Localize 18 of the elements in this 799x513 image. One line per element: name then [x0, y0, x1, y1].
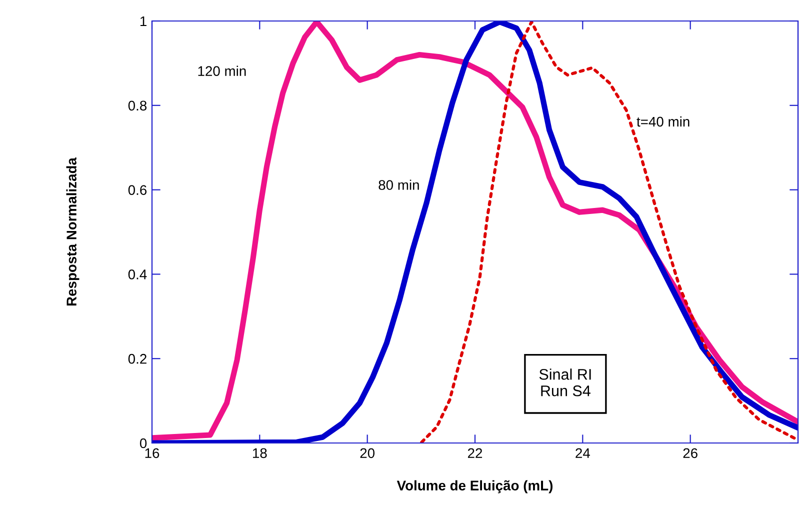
y-tick-label: 1 — [140, 16, 146, 26]
y-tick-label: 0 — [140, 438, 147, 448]
x-tick-label: 18 — [253, 448, 267, 458]
y-tick-label: 0.8 — [128, 100, 147, 111]
x-tick-label: 20 — [360, 448, 375, 458]
series-label: 80 min — [378, 180, 419, 190]
y-tick-label: 0.4 — [128, 270, 147, 280]
y-axis-title: Resposta Normalizada — [66, 157, 80, 306]
x-tick-label: 26 — [683, 448, 698, 458]
series-label: t=40 min — [636, 116, 690, 127]
x-tick-label: 22 — [468, 448, 482, 458]
y-tick-label: 0.6 — [128, 185, 147, 195]
y-tick-label: 0.2 — [128, 354, 146, 364]
x-tick-label: 16 — [145, 448, 160, 458]
x-tick-label: 24 — [576, 448, 590, 458]
x-axis-title: Volume de Eluição (mL) — [396, 480, 553, 494]
text: 120 min — [198, 66, 246, 76]
annotation: Sinal RI Run S4 — [539, 368, 591, 396]
